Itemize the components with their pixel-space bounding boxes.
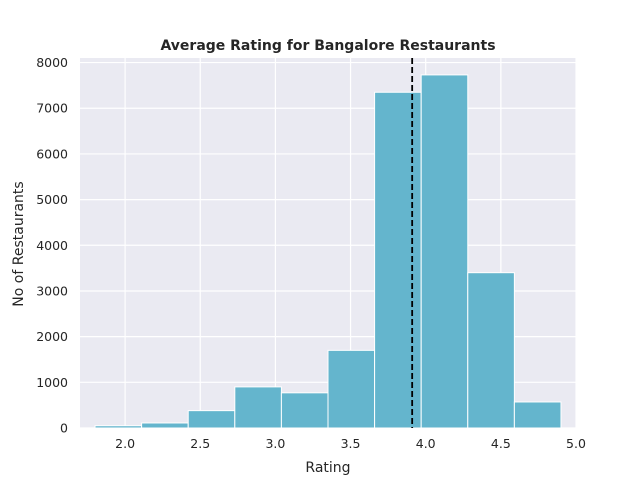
y-tick-label-1: 1000 xyxy=(36,375,68,390)
y-tick-label-6: 6000 xyxy=(36,146,68,161)
histogram-bar-3 xyxy=(234,386,282,429)
y-tick-label-3: 3000 xyxy=(36,283,68,298)
histogram-bar-6 xyxy=(374,91,422,429)
histogram-bar-5 xyxy=(327,349,376,429)
x-tick-label-2: 3.0 xyxy=(265,436,285,451)
x-tick-label-1: 2.5 xyxy=(190,436,210,451)
y-tick-label-2: 2000 xyxy=(36,329,68,344)
chart-title: Average Rating for Bangalore Restaurants xyxy=(160,38,495,54)
histogram-bar-0 xyxy=(94,425,143,429)
x-tick-label-6: 5.0 xyxy=(566,436,586,451)
y-tick-label-4: 4000 xyxy=(36,238,68,253)
histogram-bar-2 xyxy=(187,410,236,429)
y-tick-label-5: 5000 xyxy=(36,192,68,207)
y-axis-label: No of Restaurants xyxy=(11,181,27,306)
y-tick-label-0: 0 xyxy=(60,421,68,436)
histogram-bars xyxy=(94,74,562,429)
histogram-bar-8 xyxy=(467,272,515,429)
y-tick-label-7: 7000 xyxy=(36,101,68,116)
y-axis-ticks: 0 1000 2000 3000 4000 5000 6000 7000 8000 xyxy=(36,55,68,435)
histogram-bar-4 xyxy=(280,392,329,429)
x-tick-label-4: 4.0 xyxy=(416,436,436,451)
x-tick-label-5: 4.5 xyxy=(491,436,511,451)
histogram-bar-9 xyxy=(513,401,562,429)
histogram-bar-1 xyxy=(141,422,189,429)
histogram-bar-7 xyxy=(420,74,469,429)
x-axis-ticks: 2.0 2.5 3.0 3.5 4.0 4.5 5.0 xyxy=(115,436,586,451)
x-tick-label-3: 3.5 xyxy=(341,436,361,451)
x-axis-label: Rating xyxy=(305,460,350,476)
y-tick-label-8: 8000 xyxy=(36,55,68,70)
x-tick-label-0: 2.0 xyxy=(115,436,135,451)
